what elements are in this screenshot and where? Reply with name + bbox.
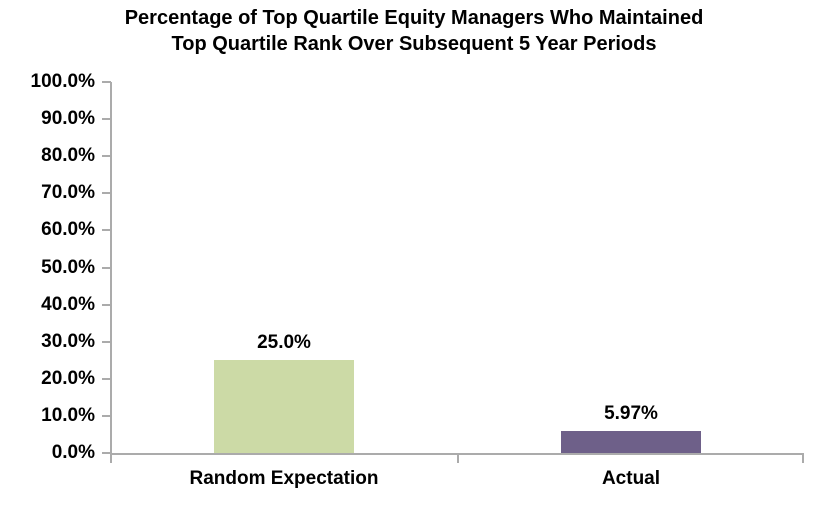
y-axis-label: 80.0% [41,145,95,167]
x-axis-tick [802,455,804,463]
x-axis-tick [110,455,112,463]
y-axis-label: 20.0% [41,367,95,389]
y-axis-tick [102,414,111,417]
x-axis-tick [457,455,459,463]
chart-title-line: Top Quartile Rank Over Subsequent 5 Year… [171,33,657,55]
category-label: Actual [601,468,661,489]
chart-title: Percentage of Top Quartile Equity Manage… [0,5,828,57]
y-axis-tick [102,340,111,343]
y-axis-tick [102,452,111,454]
y-axis-label: 100.0% [30,71,95,92]
y-axis-tick [102,229,111,232]
y-axis-label: 70.0% [41,182,95,204]
y-axis-label: 50.0% [41,256,95,278]
y-axis-label: 40.0% [41,293,95,315]
bar-random-expectation [214,360,354,453]
y-axis-label: 10.0% [41,404,95,426]
y-axis-label: 30.0% [41,330,95,352]
bar-data-label: 25.0% [257,332,311,354]
y-axis-tick [102,377,111,380]
category-label: Random Expectation [189,468,379,489]
y-axis-tick [102,266,111,269]
y-axis-tick [102,155,111,158]
y-axis-tick [102,192,111,195]
y-axis-tick [102,118,111,121]
y-axis-tick [102,81,111,83]
chart-title-line: Percentage of Top Quartile Equity Manage… [124,7,704,29]
y-axis-label: 60.0% [41,219,95,241]
y-axis-tick [102,303,111,306]
bar-data-label: 5.97% [604,402,658,424]
bar-actual [561,430,701,453]
plot-area [110,82,804,455]
y-axis-label: 0.0% [51,442,95,463]
y-axis-label: 90.0% [41,108,95,130]
